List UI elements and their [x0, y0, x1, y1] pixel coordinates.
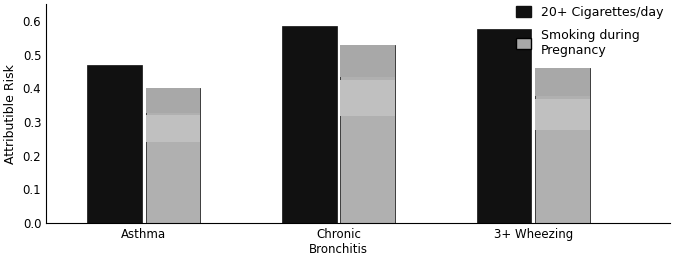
- Bar: [477, 29, 532, 223]
- Bar: [340, 80, 395, 116]
- Bar: [146, 88, 200, 223]
- Bar: [146, 88, 200, 113]
- Y-axis label: Attributible Risk: Attributible Risk: [4, 64, 17, 164]
- Bar: [535, 68, 590, 96]
- Legend: 20+ Cigarettes/day, Smoking during
Pregnancy: 20+ Cigarettes/day, Smoking during Pregn…: [516, 6, 664, 57]
- Bar: [535, 99, 590, 130]
- Bar: [282, 26, 336, 223]
- Bar: [535, 68, 590, 223]
- Bar: [340, 44, 395, 77]
- Bar: [87, 65, 142, 223]
- Bar: [146, 115, 200, 142]
- Bar: [340, 44, 395, 223]
